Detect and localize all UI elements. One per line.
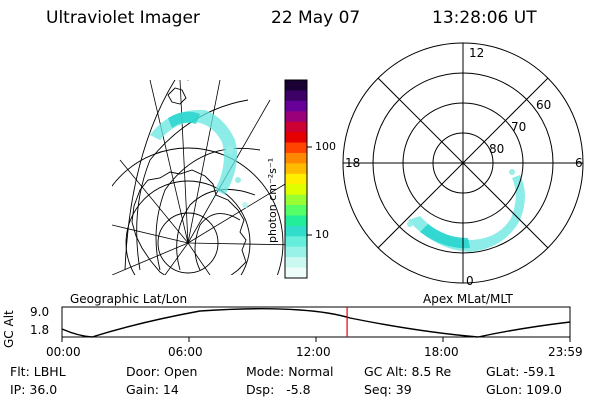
coastline — [131, 169, 247, 275]
altitude-panel — [61, 306, 571, 342]
seq-info: Seq: 39 — [364, 382, 412, 397]
x-tick-2359: 23:59 — [548, 345, 583, 359]
colorbar-segment — [285, 121, 307, 133]
gc-alt-info: GC Alt: 8.5 Re — [364, 364, 452, 379]
x-tick-1800: 18:00 — [424, 345, 459, 359]
colorbar-segment — [285, 225, 307, 237]
ip-info: IP: 36.0 — [10, 382, 58, 397]
instrument-title: Ultraviolet Imager — [46, 8, 200, 28]
colorbar-segment — [285, 152, 307, 164]
lat-label-70: 70 — [511, 120, 527, 134]
colorbar-tick-10: 10 — [315, 228, 329, 241]
colorbar-segment — [285, 111, 307, 123]
glat-info: GLat: -59.1 — [486, 364, 556, 379]
colorbar-segment — [285, 205, 307, 216]
colorbar-segment — [285, 246, 307, 258]
colorbar-unit-label: photon cm⁻²s⁻¹ — [266, 157, 279, 243]
colorbar-segment — [285, 236, 307, 248]
y-tick-1-8: 1.8 — [30, 323, 50, 337]
mlt-label-6: 6 — [575, 156, 583, 170]
colorbar — [284, 79, 312, 279]
door-info: Door: Open — [126, 364, 198, 379]
geo-aurora — [150, 109, 248, 208]
colorbar-segment — [285, 132, 307, 144]
colorbar-segment — [285, 80, 307, 91]
altitude-curve — [61, 308, 571, 338]
dsp-info: Dsp: -5.8 — [246, 382, 311, 397]
gc-alt-axis-label: GC Alt — [2, 310, 16, 348]
colorbar-tick-100: 100 — [315, 140, 336, 153]
colorbar-segment — [285, 173, 307, 185]
mlt-label-0: 0 — [466, 274, 474, 288]
lat-label-60: 60 — [536, 98, 552, 112]
colorbar-segment — [285, 257, 307, 269]
x-tick-1200: 12:00 — [296, 345, 331, 359]
date-label: 22 May 07 — [271, 8, 361, 28]
colorbar-segment — [285, 163, 307, 175]
colorbar-segment — [285, 184, 307, 196]
y-tick-9: 9.0 — [30, 305, 50, 319]
gain-info: Gain: 14 — [126, 382, 179, 397]
mode-info: Mode: Normal — [246, 364, 334, 379]
geographic-title: Geographic Lat/Lon — [70, 292, 188, 306]
mlt-label-12: 12 — [469, 46, 485, 60]
colorbar-segment — [285, 215, 307, 227]
colorbar-segment — [285, 100, 307, 112]
mlt-label-18: 18 — [345, 156, 361, 170]
filter-info: Flt: LBHL — [10, 364, 66, 379]
colorbar-segment — [285, 90, 307, 102]
x-tick-0000: 00:00 — [46, 345, 81, 359]
colorbar-segment — [285, 267, 307, 279]
colorbar-segment — [285, 142, 307, 154]
time-label: 13:28:06 UT — [432, 8, 537, 28]
glon-info: GLon: 109.0 — [486, 382, 562, 397]
lat-label-80: 80 — [489, 142, 505, 156]
polar-plot — [342, 42, 584, 284]
apex-title: Apex MLat/MLT — [423, 292, 513, 306]
x-tick-0600: 06:00 — [168, 345, 203, 359]
colorbar-segment — [285, 194, 307, 206]
